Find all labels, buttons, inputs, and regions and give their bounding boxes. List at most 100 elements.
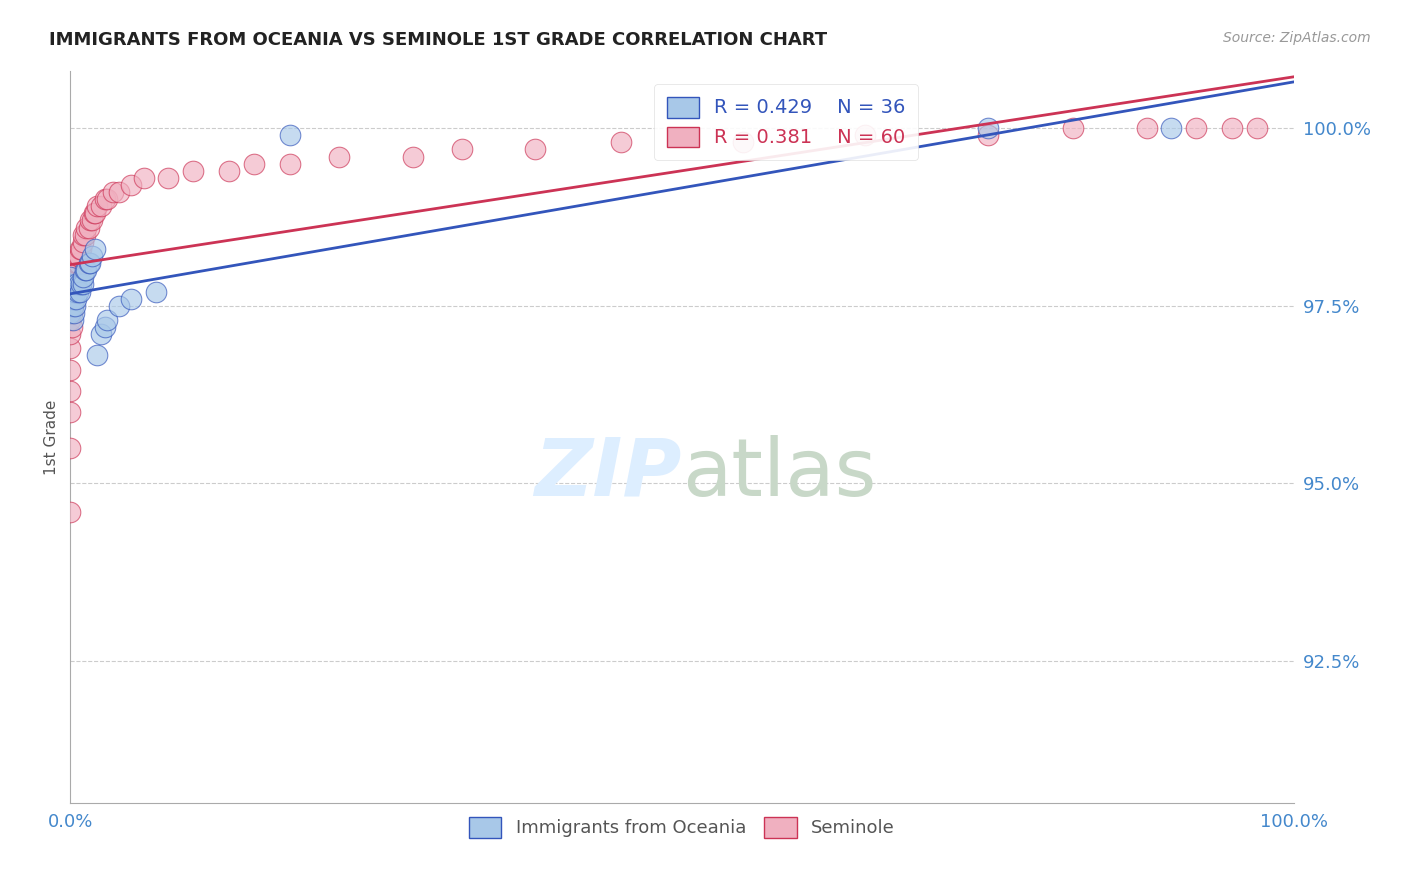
Point: [976, 128, 998, 143]
Point: [75, 220, 97, 235]
Point: [402, 150, 425, 164]
Point: [63, 285, 86, 299]
Point: [733, 136, 755, 150]
Point: [59, 384, 82, 398]
Point: [62, 299, 84, 313]
Point: [280, 128, 302, 143]
Point: [69, 242, 91, 256]
Point: [1062, 121, 1084, 136]
Text: Source: ZipAtlas.com: Source: ZipAtlas.com: [1223, 31, 1371, 45]
Text: atlas: atlas: [682, 434, 876, 513]
Point: [59, 405, 82, 419]
Point: [93, 192, 115, 206]
Point: [60, 320, 83, 334]
Point: [59, 341, 82, 355]
Point: [524, 143, 547, 157]
Point: [69, 285, 91, 299]
Point: [73, 263, 96, 277]
Point: [96, 192, 118, 206]
Y-axis label: 1st Grade: 1st Grade: [44, 400, 59, 475]
Point: [121, 292, 143, 306]
Point: [121, 178, 143, 192]
Point: [1160, 121, 1182, 136]
Point: [1184, 121, 1206, 136]
Point: [63, 277, 86, 292]
Point: [59, 362, 82, 376]
Point: [63, 263, 86, 277]
Point: [77, 256, 100, 270]
Point: [108, 299, 131, 313]
Point: [157, 170, 180, 185]
Point: [63, 299, 86, 313]
Point: [82, 213, 104, 227]
Text: IMMIGRANTS FROM OCEANIA VS SEMINOLE 1ST GRADE CORRELATION CHART: IMMIGRANTS FROM OCEANIA VS SEMINOLE 1ST …: [49, 31, 827, 49]
Point: [59, 299, 82, 313]
Point: [90, 199, 112, 213]
Point: [132, 170, 155, 185]
Point: [59, 441, 82, 455]
Point: [83, 206, 105, 220]
Point: [77, 220, 100, 235]
Point: [79, 256, 101, 270]
Point: [218, 163, 240, 178]
Point: [67, 277, 90, 292]
Point: [59, 270, 82, 285]
Point: [66, 256, 89, 270]
Point: [328, 150, 350, 164]
Point: [59, 285, 82, 299]
Point: [63, 277, 86, 292]
Point: [59, 277, 82, 292]
Point: [65, 256, 87, 270]
Point: [62, 285, 84, 299]
Point: [63, 306, 86, 320]
Point: [60, 306, 83, 320]
Point: [75, 263, 97, 277]
Point: [83, 242, 105, 256]
Point: [90, 327, 112, 342]
Point: [145, 285, 167, 299]
Point: [59, 292, 82, 306]
Point: [59, 306, 82, 320]
Text: ZIP: ZIP: [534, 434, 682, 513]
Point: [70, 242, 93, 256]
Point: [59, 313, 82, 327]
Point: [610, 136, 633, 150]
Point: [93, 320, 115, 334]
Point: [62, 313, 84, 327]
Point: [450, 143, 472, 157]
Point: [72, 270, 94, 285]
Point: [65, 277, 87, 292]
Point: [1246, 121, 1268, 136]
Point: [70, 277, 93, 292]
Point: [976, 121, 998, 136]
Point: [855, 128, 877, 143]
Point: [62, 299, 84, 313]
Point: [59, 327, 82, 342]
Point: [67, 249, 90, 263]
Point: [59, 505, 82, 519]
Point: [72, 227, 94, 242]
Point: [65, 270, 87, 285]
Point: [82, 249, 104, 263]
Point: [63, 292, 86, 306]
Point: [63, 263, 86, 277]
Legend: Immigrants from Oceania, Seminole: Immigrants from Oceania, Seminole: [461, 810, 903, 845]
Point: [59, 285, 82, 299]
Point: [96, 313, 118, 327]
Point: [108, 185, 131, 199]
Point: [66, 285, 89, 299]
Point: [86, 199, 108, 213]
Point: [1136, 121, 1159, 136]
Point: [79, 213, 101, 227]
Point: [73, 227, 96, 242]
Point: [1220, 121, 1243, 136]
Point: [59, 299, 82, 313]
Point: [66, 249, 89, 263]
Point: [86, 348, 108, 362]
Point: [65, 292, 87, 306]
Point: [101, 185, 124, 199]
Point: [181, 163, 204, 178]
Point: [83, 206, 105, 220]
Point: [243, 156, 266, 170]
Point: [280, 156, 302, 170]
